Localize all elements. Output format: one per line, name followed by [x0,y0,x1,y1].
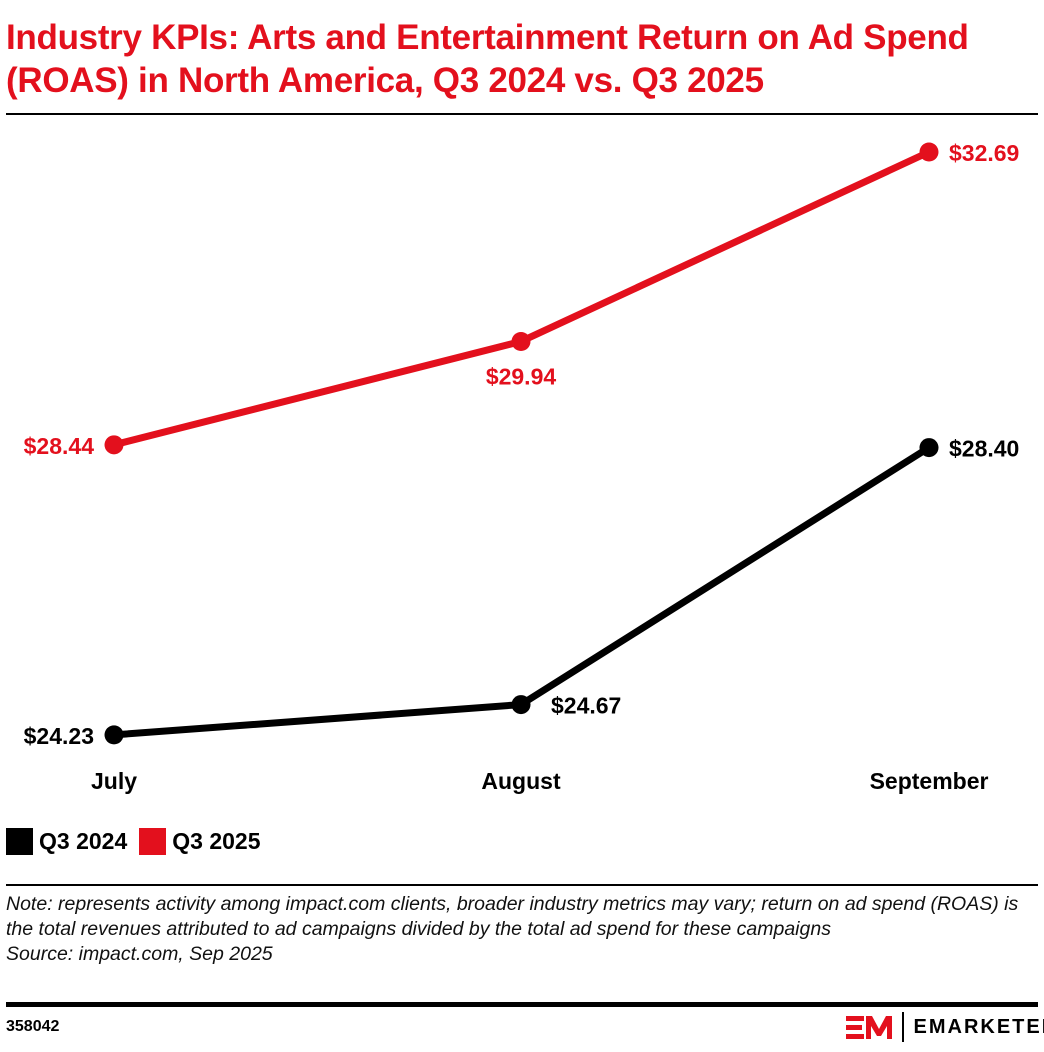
series-line [113,444,931,739]
chart-id: 358042 [6,1018,60,1035]
data-point [104,725,124,745]
legend-label: Q3 2025 [172,828,261,854]
footer-divider [6,1002,1038,1007]
chart-title: Industry KPIs: Arts and Entertainment Re… [6,18,969,100]
x-tick-label: August [481,768,561,794]
legend-item-q3-2025: Q3 2025 [139,828,261,855]
logo-divider [902,1012,904,1042]
data-label: $24.23 [24,723,94,749]
data-point [511,695,531,715]
data-label: $29.94 [486,363,557,389]
x-tick-label: July [91,768,137,794]
data-label: $28.44 [24,433,95,459]
data-label: $24.67 [551,693,621,719]
legend-label: Q3 2024 [39,828,128,854]
data-point [919,142,939,162]
data-label: $28.40 [949,436,1019,462]
series-line [113,148,931,449]
legend-item-q3-2024: Q3 2024 [6,828,127,855]
title-divider [6,113,1038,115]
data-point [511,331,531,351]
emarketer-logo: EMARKETER [846,1012,1044,1042]
footnote: Note: represents activity among impact.c… [6,892,1036,967]
data-point [104,435,124,455]
logo-text: EMARKETER [913,1015,1044,1038]
data-label: $32.69 [949,140,1019,166]
legend: Q3 2024 Q3 2025 [6,828,261,855]
data-point [919,438,939,458]
note-divider [6,884,1038,886]
note-text: Note: represents activity among impact.c… [6,893,1019,940]
source-text: Source: impact.com, Sep 2025 [6,943,273,965]
legend-swatch [6,828,33,855]
line-chart: July August September $24.23 $24.67 $28.40 $28… [24,140,1020,794]
em-logo-icon [846,1016,892,1039]
x-tick-label: September [870,768,989,794]
legend-swatch [139,828,167,855]
